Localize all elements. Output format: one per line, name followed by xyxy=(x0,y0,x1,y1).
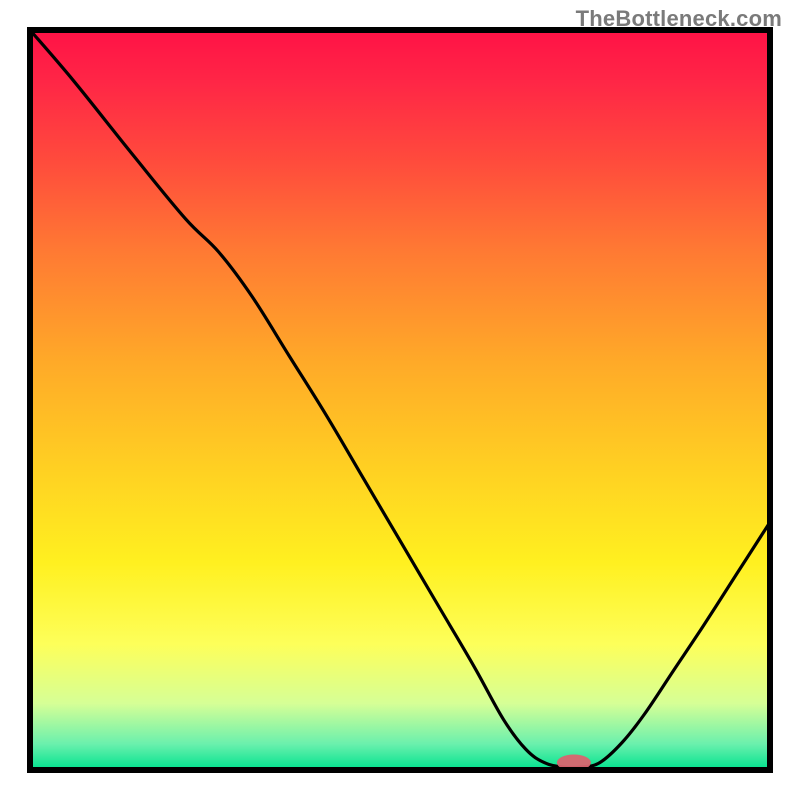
chart-container: TheBottleneck.com xyxy=(0,0,800,800)
gradient-curve-chart xyxy=(0,0,800,800)
watermark-text: TheBottleneck.com xyxy=(576,6,782,32)
plot-background xyxy=(30,30,770,770)
